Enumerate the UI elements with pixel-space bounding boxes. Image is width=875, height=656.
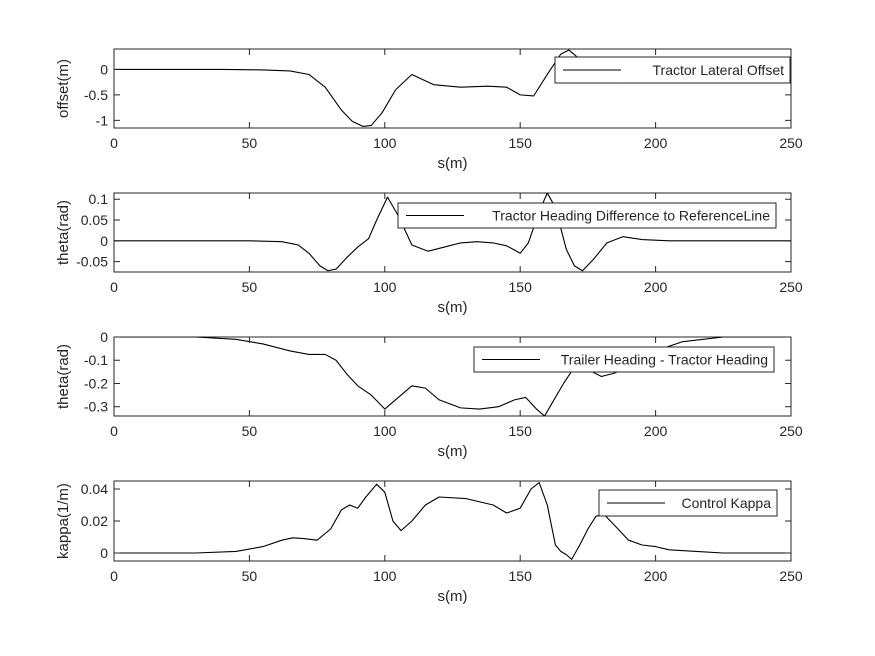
y-tick-label: -0.5 (84, 87, 108, 103)
legend-entry: Tractor Heading Difference to ReferenceL… (492, 208, 770, 224)
legend-entry: Control Kappa (681, 495, 771, 511)
y-tick-label: 0 (100, 61, 108, 77)
subplot-2: 0 50 100 150 200 250-0.0500.050.1s(m)theta(ra… (55, 191, 803, 316)
y-axis-label: theta(rad) (55, 200, 72, 265)
y-tick-label: -0.1 (84, 352, 108, 368)
y-tick-label: -0.2 (84, 375, 108, 391)
y-tick-label: -0.05 (76, 254, 108, 270)
x-tick-label: 250 (779, 279, 803, 295)
x-tick-label: 100 (373, 423, 397, 439)
subplot-4: 0 50 100 150 200 250 0 0.02 0.04 s(m) kappa(1/m) Co… (55, 480, 803, 605)
legend: Tractor Lateral Offset (554, 56, 791, 84)
x-tick-label: 0 (110, 135, 118, 151)
y-axis-label: offset(m) (55, 59, 72, 118)
x-tick-label: 250 (779, 568, 803, 584)
x-tick-label: 0 (110, 279, 118, 295)
x-tick-label: 100 (373, 135, 397, 151)
x-tick-label: 250 (779, 423, 803, 439)
x-tick-label: 100 (373, 279, 397, 295)
x-tick-label: 200 (644, 568, 668, 584)
x-tick-label: 50 (242, 423, 258, 439)
x-tick-label: 50 (242, 568, 258, 584)
y-axis-label: theta(rad) (55, 344, 72, 409)
y-tick-label: -1 (96, 112, 109, 128)
subplot-1: 0 50 100 150 200 250 -1 -0.5 0 s(m) offset(m) Tract… (55, 48, 803, 172)
x-tick-label: 50 (242, 135, 258, 151)
legend-entry: Trailer Heading - Tractor Heading (561, 352, 768, 368)
subplot-3: 0 50 100 150 200 250 -0.3 -0.2 -0.1 0 s(m) theta(ra… (55, 329, 803, 460)
y-tick-label: -0.3 (84, 399, 108, 415)
y-tick-label: 0 (100, 329, 108, 345)
x-tick-label: 200 (644, 423, 668, 439)
series-line (114, 193, 791, 272)
x-axis-label: s(m) (438, 155, 468, 172)
x-tick-label: 0 (110, 423, 118, 439)
series-line (114, 482, 791, 560)
x-tick-label: 100 (373, 568, 397, 584)
x-tick-label: 50 (242, 279, 258, 295)
legend-entry: Tractor Lateral Offset (653, 62, 785, 78)
y-axis-label: kappa(1/m) (55, 483, 72, 559)
x-tick-label: 200 (644, 279, 668, 295)
x-tick-label: 150 (509, 279, 533, 295)
x-tick-label: 250 (779, 135, 803, 151)
x-tick-label: 200 (644, 135, 668, 151)
x-tick-label: 150 (509, 568, 533, 584)
legend: Trailer Heading - Tractor Heading (473, 346, 775, 373)
y-tick-label: 0.04 (81, 481, 108, 497)
legend: Control Kappa (598, 489, 778, 517)
y-tick-label: 0 (100, 545, 108, 561)
x-tick-label: 0 (110, 568, 118, 584)
legend: Tractor Heading Difference to ReferenceL… (397, 202, 777, 229)
x-axis-label: s(m) (438, 299, 468, 316)
y-tick-label: 0.05 (81, 212, 108, 228)
x-tick-label: 150 (509, 135, 533, 151)
y-tick-label: 0 (100, 233, 108, 249)
y-tick-label: 0.02 (81, 513, 108, 529)
x-axis-label: s(m) (438, 588, 468, 605)
x-tick-label: 150 (509, 423, 533, 439)
y-tick-label: 0.1 (89, 191, 109, 207)
x-axis-label: s(m) (438, 443, 468, 460)
